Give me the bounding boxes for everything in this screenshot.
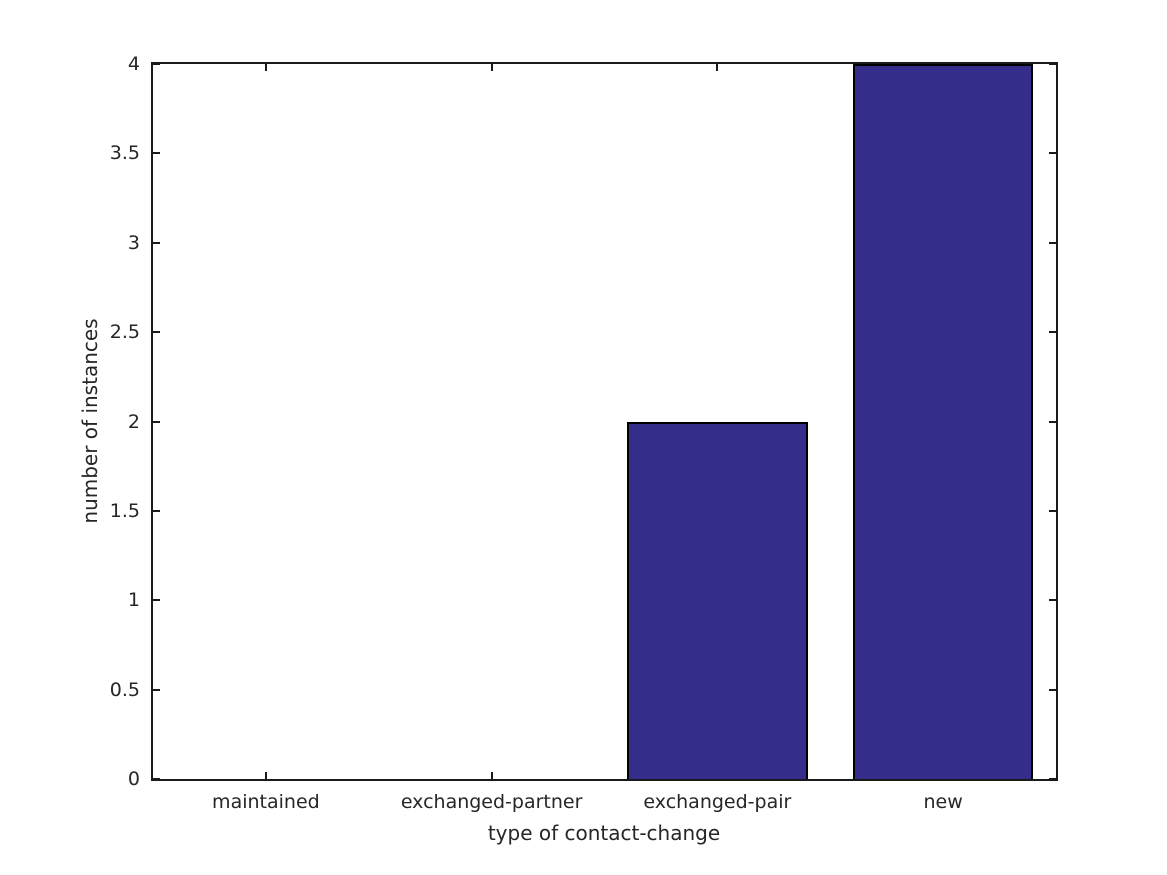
x-tick-mark	[264, 772, 267, 779]
y-tick-mark-mirror	[1049, 509, 1056, 512]
y-tick-mark	[153, 63, 160, 65]
y-tick-mark-mirror	[1049, 63, 1056, 65]
x-tick-mark-mirror	[264, 64, 267, 71]
y-tick-mark-mirror	[1049, 241, 1056, 244]
y-tick-label: 2.5	[109, 321, 140, 344]
y-tick-label: 0.5	[109, 678, 140, 701]
y-tick-mark	[153, 599, 160, 602]
y-tick-label: 1.5	[109, 499, 140, 522]
y-tick-mark	[153, 152, 160, 155]
x-tick-label: exchanged-partner	[400, 791, 583, 813]
y-tick-label: 0	[127, 768, 140, 790]
x-tick-mark	[490, 772, 493, 779]
y-tick-mark-mirror	[1049, 778, 1056, 780]
plot-area: 0 0.5 1 1.5 2 2.5 3 3.5 4 maintained exchanged-par…	[110, 53, 1058, 813]
y-tick-mark-mirror	[1049, 599, 1056, 602]
y-tick-mark	[153, 688, 160, 691]
y-tick-label: 1	[127, 589, 140, 612]
x-tick-mark-mirror	[716, 64, 719, 71]
bar-new	[852, 64, 1034, 779]
y-tick-mark-mirror	[1049, 420, 1056, 423]
y-tick-mark	[153, 331, 160, 334]
y-tick-mark	[153, 509, 160, 512]
y-tick-mark	[153, 420, 160, 423]
y-tick-mark-mirror	[1049, 331, 1056, 334]
bar-exchanged-pair	[627, 421, 808, 779]
y-tick-label: 4	[127, 53, 140, 75]
y-tick-mark-mirror	[1049, 688, 1056, 691]
y-tick-label: 2	[127, 410, 140, 433]
y-tick-mark	[153, 241, 160, 244]
x-axis-title: type of contact-change	[487, 821, 721, 845]
y-tick-label: 3.5	[109, 142, 140, 165]
y-axis-title: number of instances	[78, 318, 102, 524]
x-tick-label: exchanged-pair	[643, 791, 792, 813]
y-tick-mark	[153, 778, 160, 780]
x-tick-mark-mirror	[490, 64, 493, 71]
y-tick-label: 3	[127, 231, 140, 254]
x-tick-label: new	[923, 791, 963, 813]
y-tick-mark-mirror	[1049, 152, 1056, 155]
x-tick-label: maintained	[212, 791, 320, 813]
